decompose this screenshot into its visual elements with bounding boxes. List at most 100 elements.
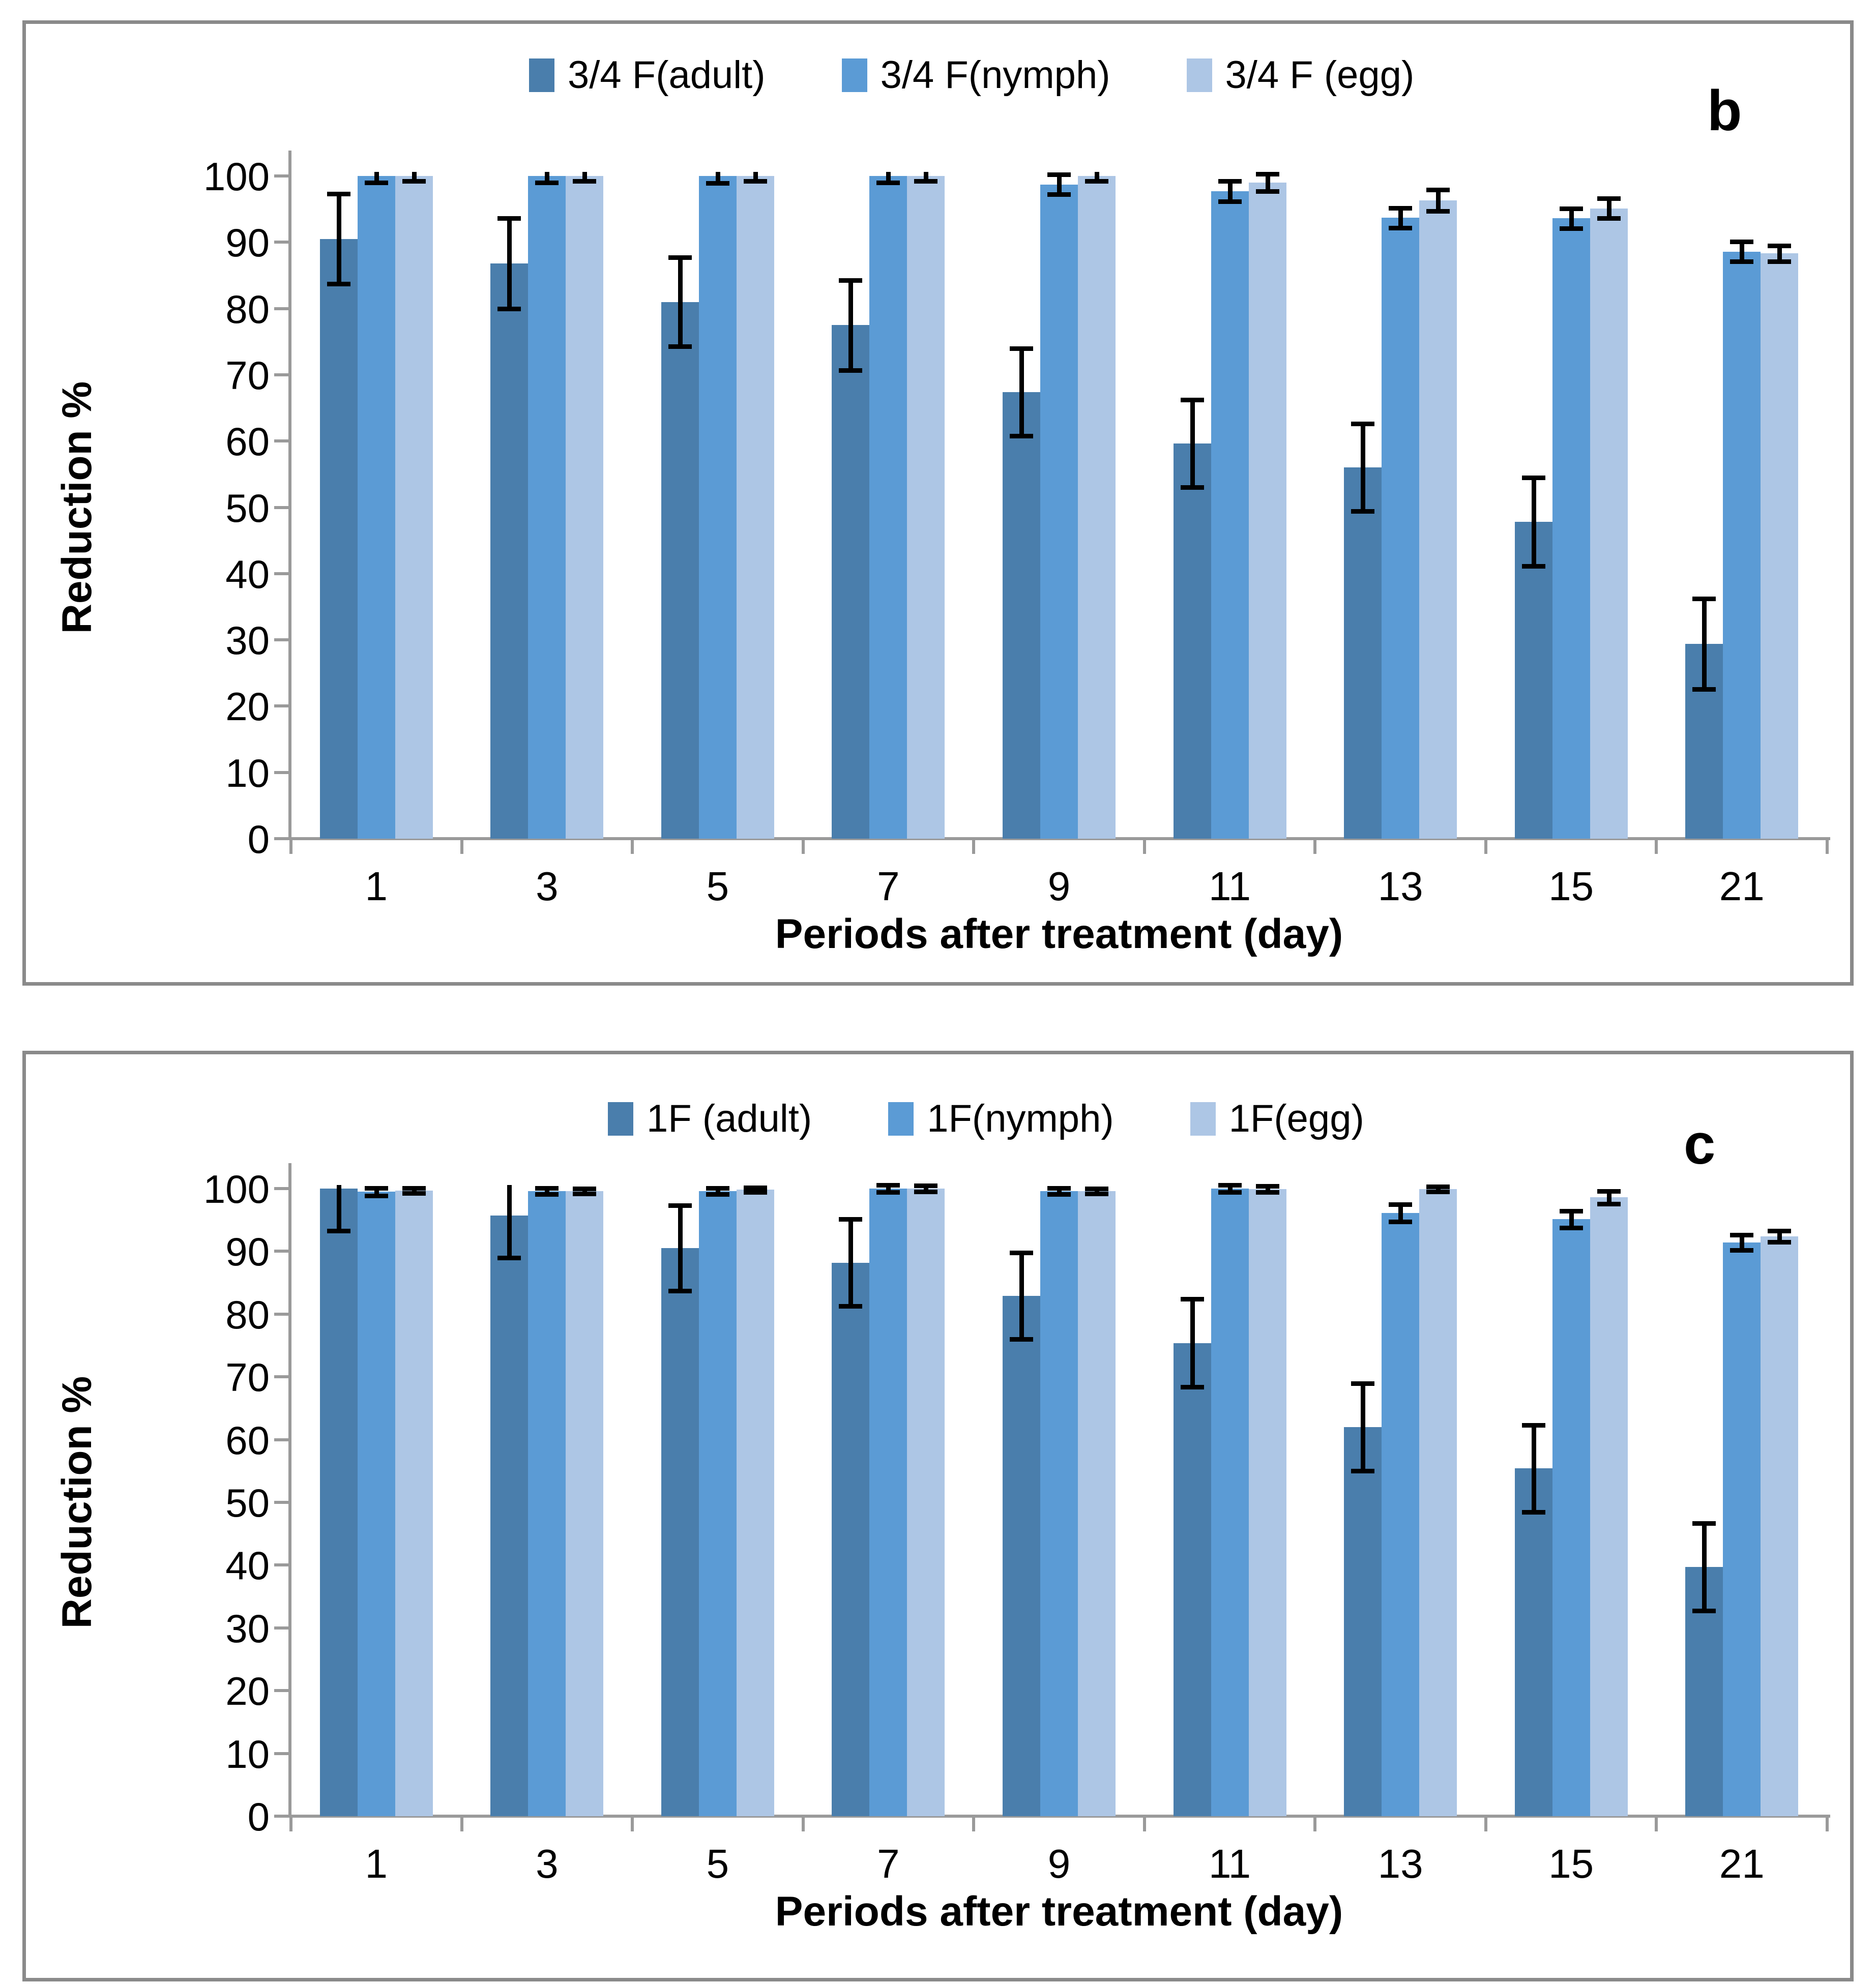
error-bar-cap (573, 1187, 597, 1191)
legend-label: 3/4 F (egg) (1225, 53, 1415, 97)
error-bar-line (1019, 348, 1024, 436)
error-bar-line (1057, 174, 1062, 195)
error-bar-cap (497, 216, 521, 221)
error-bar-line (1265, 1186, 1270, 1193)
error-bar-cap (535, 1192, 559, 1197)
error-bar-cap (1559, 1225, 1583, 1230)
y-tick-label: 90 (225, 1229, 270, 1275)
error-bar-cap (1426, 209, 1450, 214)
x-tick (1313, 839, 1317, 854)
x-tick (631, 1816, 634, 1831)
bar (319, 239, 358, 839)
bar (1552, 218, 1590, 839)
error-bar-line (1398, 1204, 1403, 1222)
x-tick (972, 839, 976, 854)
y-tick-label: 80 (225, 286, 270, 332)
legend-chart-b: 3/4 F(adult) 3/4 F(nymph) 3/4 F (egg) (529, 56, 1414, 95)
legend-item: 1F(nymph) (888, 1100, 1114, 1138)
bar (736, 176, 774, 839)
y-tick (274, 1312, 289, 1316)
error-bar-line (1531, 1425, 1536, 1512)
error-bar-cap (535, 1186, 559, 1191)
y-tick-label: 40 (225, 1543, 270, 1588)
error-bar-cap (1218, 179, 1242, 184)
error-bar-cap (364, 1186, 388, 1191)
bar (907, 176, 945, 839)
error-bar-cap (1351, 1381, 1375, 1386)
bar (1514, 522, 1552, 839)
y-tick (274, 638, 289, 642)
error-bar-cap (1351, 422, 1375, 427)
error-bar-cap (1085, 179, 1108, 184)
bar (1723, 251, 1761, 839)
error-bar-line (715, 1188, 720, 1195)
error-bar-line (678, 1205, 683, 1291)
error-bar-cap (1389, 205, 1413, 211)
y-tick-label: 0 (247, 817, 270, 862)
error-bar-line (1740, 1235, 1745, 1250)
y-axis-title: Reduction % (54, 381, 100, 634)
x-tick (289, 839, 292, 854)
y-tick-label: 70 (225, 1355, 270, 1400)
bar (490, 1216, 529, 1816)
panel-letter-c: c (1684, 1112, 1716, 1176)
y-tick-label: 50 (225, 1480, 270, 1525)
error-bar-cap (1218, 1190, 1242, 1195)
bar (1003, 392, 1040, 839)
y-tick-label: 0 (247, 1794, 270, 1839)
bar (490, 263, 529, 839)
error-bar-cap (1597, 196, 1621, 201)
bar (357, 1192, 395, 1816)
y-tick-label: 10 (225, 750, 270, 795)
error-bar-cap (1047, 192, 1071, 197)
error-bar-line (715, 172, 720, 184)
bar (1248, 1189, 1286, 1816)
bar (528, 176, 566, 839)
error-bar-cap (1351, 1469, 1375, 1474)
y-tick-label: 10 (225, 1731, 270, 1776)
error-bar-cap (1218, 1182, 1242, 1188)
legend-item: 1F (adult) (608, 1100, 812, 1138)
y-tick (274, 1563, 289, 1567)
error-bar-cap (668, 1203, 692, 1208)
error-bar-cap (1255, 172, 1279, 177)
error-bar-line (507, 218, 512, 309)
error-bar-cap (1521, 1509, 1545, 1515)
legend-swatch-egg-icon (1190, 1102, 1216, 1136)
error-bar-cap (327, 192, 350, 197)
bar (1761, 253, 1799, 839)
x-tick (631, 839, 634, 854)
bar (1078, 176, 1116, 839)
error-bar-cap (743, 1190, 767, 1195)
error-bar-cap (1730, 1248, 1754, 1253)
x-category-label: 5 (706, 864, 729, 909)
y-tick-label: 60 (225, 419, 270, 464)
y-tick (274, 1250, 289, 1253)
bar (1344, 1427, 1382, 1816)
x-category-label: 11 (1209, 864, 1251, 909)
bar (698, 176, 737, 839)
bar (1761, 1236, 1799, 1816)
y-tick-label: 40 (225, 551, 270, 597)
error-bar-line (1569, 1211, 1574, 1228)
x-tick (1655, 1816, 1658, 1831)
x-category-label: 7 (877, 1841, 900, 1886)
error-bar-cap (1521, 475, 1545, 480)
error-bar-cap (1180, 1384, 1204, 1389)
y-tick-label: 80 (225, 1292, 270, 1337)
x-category-label: 5 (706, 1841, 729, 1886)
error-bar-cap (876, 1182, 900, 1188)
error-bar-line (1569, 208, 1574, 228)
error-bar-line (507, 1185, 512, 1258)
x-category-label: 3 (536, 1841, 559, 1886)
bar (1419, 200, 1457, 839)
error-bar-cap (1047, 172, 1071, 177)
legend-item: 3/4 F (egg) (1186, 53, 1415, 97)
error-bar-line (1265, 174, 1270, 191)
error-bar-cap (1730, 1233, 1754, 1238)
bar (832, 325, 870, 839)
x-category-label: 15 (1548, 864, 1594, 909)
error-bar-cap (1389, 1202, 1413, 1207)
bar (566, 1191, 604, 1816)
legend-item: 1F(egg) (1190, 1100, 1364, 1138)
